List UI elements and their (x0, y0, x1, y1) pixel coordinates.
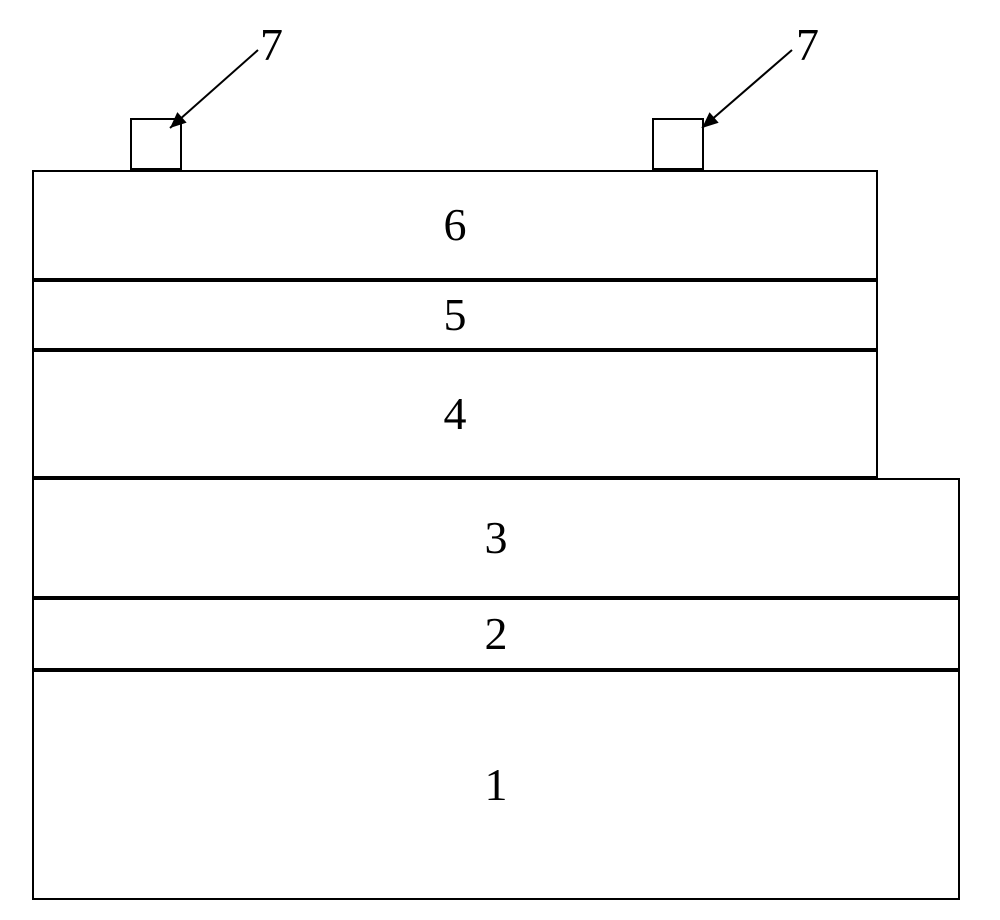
layer-5: 5 (32, 280, 878, 350)
layer-2: 2 (32, 598, 960, 670)
layer-2-label: 2 (485, 611, 508, 657)
top-block-right (652, 118, 704, 170)
top-block-left (130, 118, 182, 170)
layer-1-label: 1 (485, 762, 508, 808)
layer-1: 1 (32, 670, 960, 900)
layer-4-label: 4 (444, 391, 467, 437)
layer-6: 6 (32, 170, 878, 280)
layer-5-label: 5 (444, 292, 467, 338)
layer-4: 4 (32, 350, 878, 478)
callout-left-label: 7 (260, 18, 283, 71)
callout-right-label: 7 (796, 18, 819, 71)
diagram-canvas: 1 2 3 4 5 6 7 7 (0, 0, 1000, 920)
layer-6-label: 6 (444, 202, 467, 248)
layer-3-label: 3 (485, 515, 508, 561)
layer-3: 3 (32, 478, 960, 598)
